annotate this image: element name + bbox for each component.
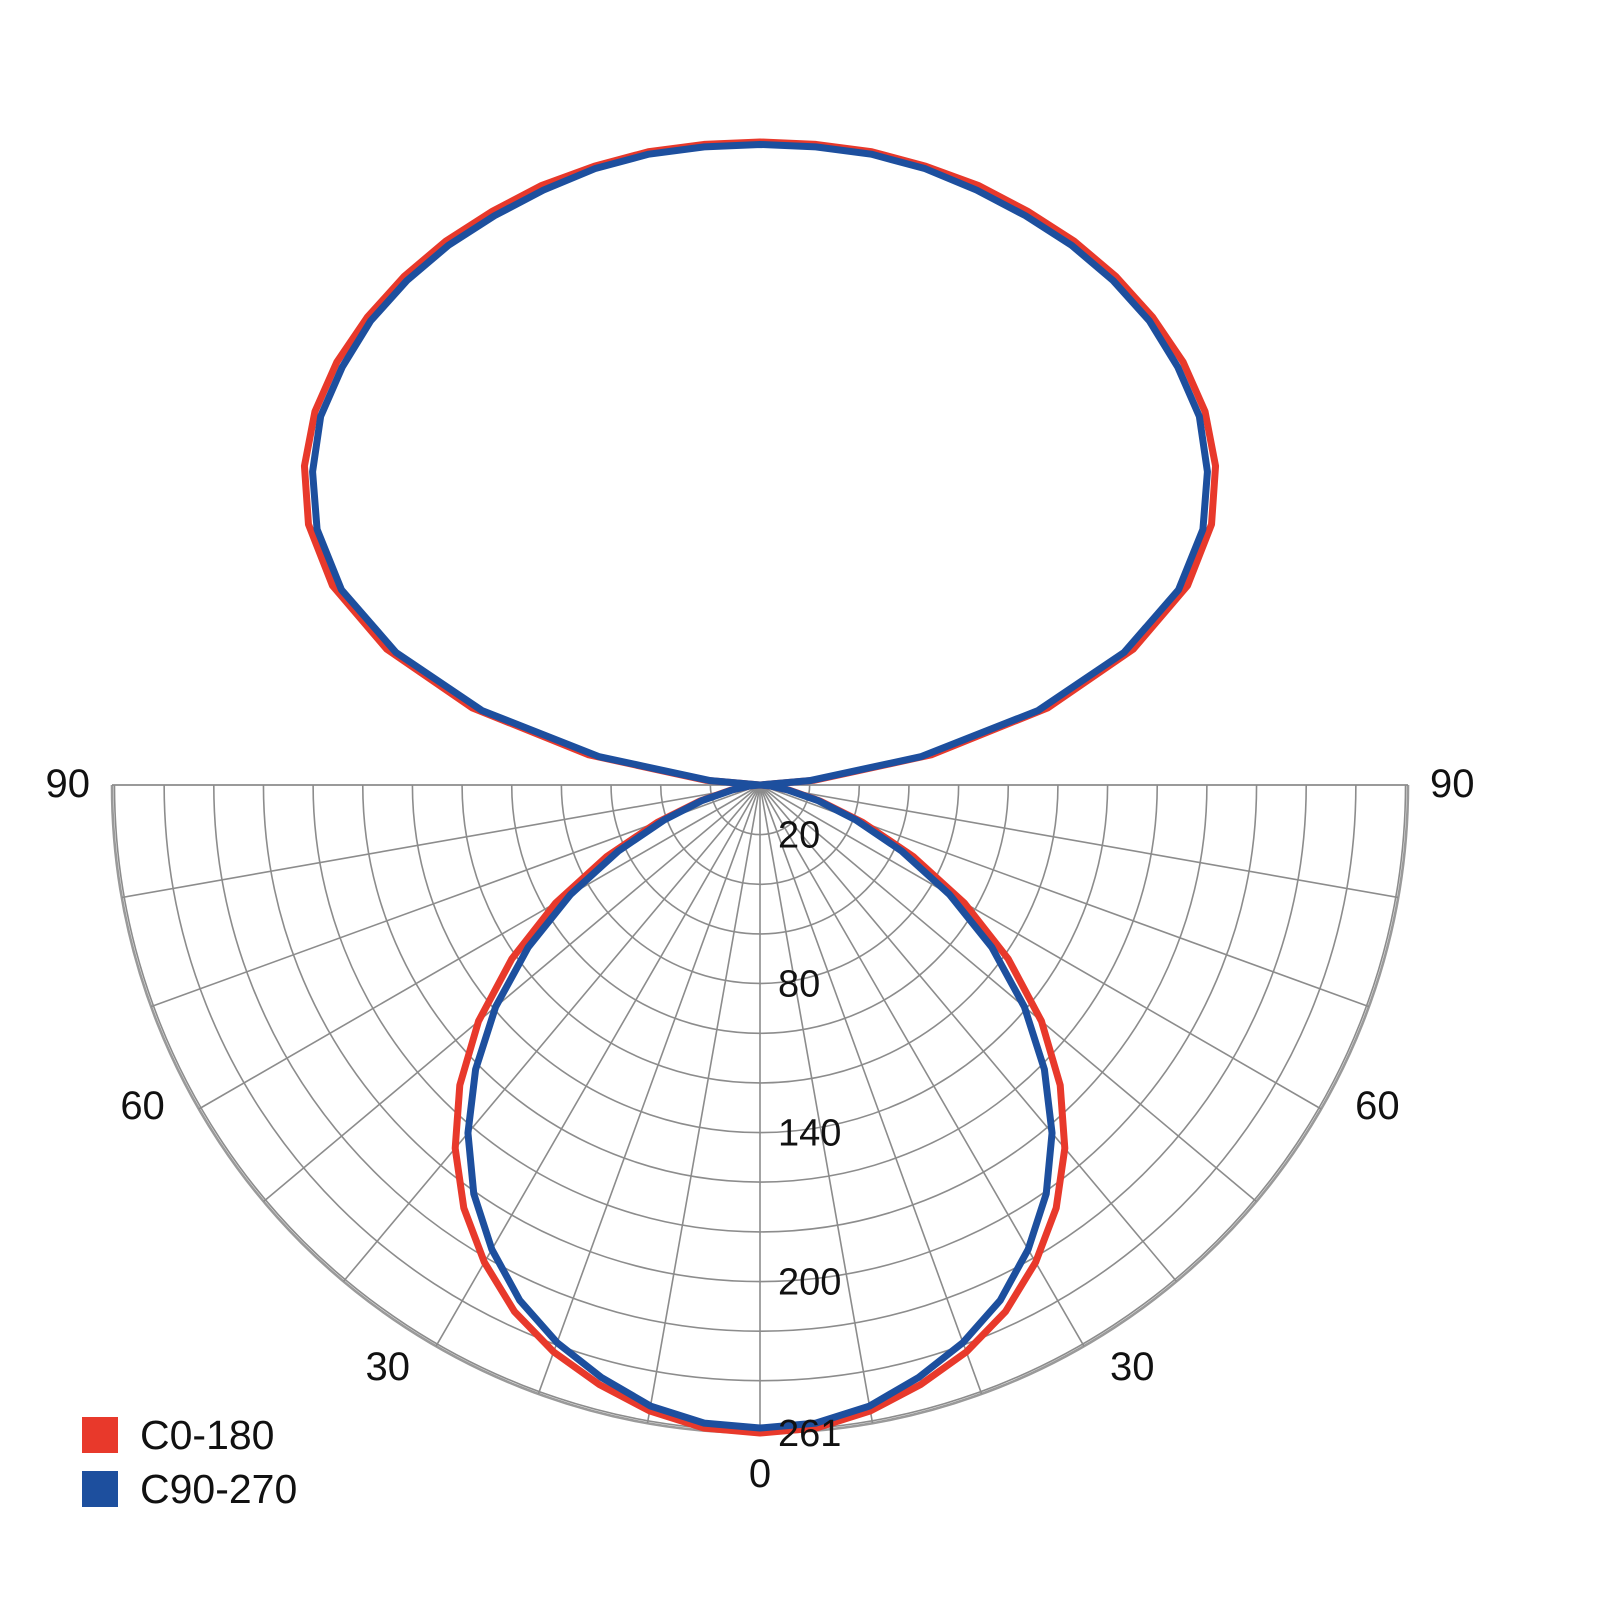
- angle-label-left-90: 90: [46, 762, 91, 806]
- curve-c90-270: [309, 140, 1211, 1432]
- legend-label-c0-180: C0-180: [140, 1411, 275, 1458]
- radial-tick-261: 261: [778, 1413, 841, 1455]
- legend-swatch-c0-180: [82, 1417, 118, 1453]
- angle-label-nadir: 0: [749, 1452, 771, 1496]
- radial-tick-20: 20: [778, 815, 820, 857]
- polar-grid: [110, 784, 1410, 1435]
- angle-tick-labels: 90 90 60 60 30 30 0: [46, 762, 1475, 1496]
- angle-label-left-60: 60: [120, 1084, 165, 1128]
- curve-c0-180: [300, 138, 1220, 1437]
- radial-tick-140: 140: [778, 1113, 841, 1155]
- radial-tick-200: 200: [778, 1262, 841, 1304]
- angle-label-right-60: 60: [1355, 1084, 1400, 1128]
- legend-swatch-c90-270: [82, 1471, 118, 1507]
- legend-item-c0-180: C0-180: [82, 1408, 297, 1462]
- angle-label-right-30: 30: [1110, 1345, 1155, 1389]
- legend-label-c90-270: C90-270: [140, 1465, 298, 1512]
- angle-label-right-90: 90: [1430, 762, 1475, 806]
- radial-tick-labels: 20 80 140 200 261: [778, 815, 841, 1455]
- radial-tick-80: 80: [778, 964, 820, 1006]
- legend-item-c90-270: C90-270: [82, 1462, 297, 1516]
- distribution-curves: [300, 138, 1220, 1437]
- chart-legend: C0-180 C90-270: [82, 1408, 297, 1516]
- angle-label-left-30: 30: [366, 1345, 411, 1389]
